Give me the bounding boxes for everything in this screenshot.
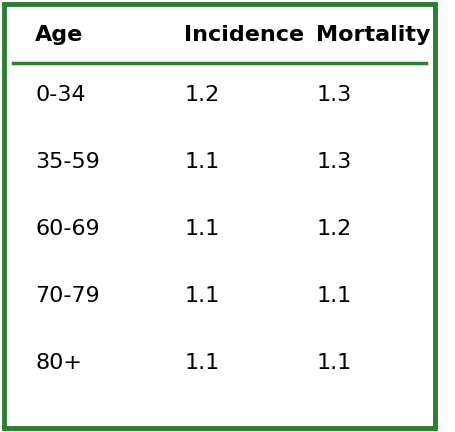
FancyBboxPatch shape [5, 4, 435, 428]
Text: 1.3: 1.3 [316, 85, 352, 105]
Text: 60-69: 60-69 [35, 219, 100, 239]
Text: 1.1: 1.1 [184, 353, 220, 373]
Text: 35-59: 35-59 [35, 152, 100, 172]
Text: 80+: 80+ [35, 353, 82, 373]
Text: 1.1: 1.1 [184, 152, 220, 172]
Text: 1.1: 1.1 [184, 219, 220, 239]
Text: 1.1: 1.1 [316, 286, 352, 306]
Text: Age: Age [35, 25, 83, 44]
Text: 1.3: 1.3 [316, 152, 352, 172]
Text: 1.1: 1.1 [184, 286, 220, 306]
Text: 1.2: 1.2 [316, 219, 352, 239]
Text: 0-34: 0-34 [35, 85, 86, 105]
Text: Incidence: Incidence [184, 25, 304, 44]
Text: 70-79: 70-79 [35, 286, 100, 306]
Text: Mortality: Mortality [316, 25, 431, 44]
Text: 1.1: 1.1 [316, 353, 352, 373]
Text: 1.2: 1.2 [184, 85, 220, 105]
